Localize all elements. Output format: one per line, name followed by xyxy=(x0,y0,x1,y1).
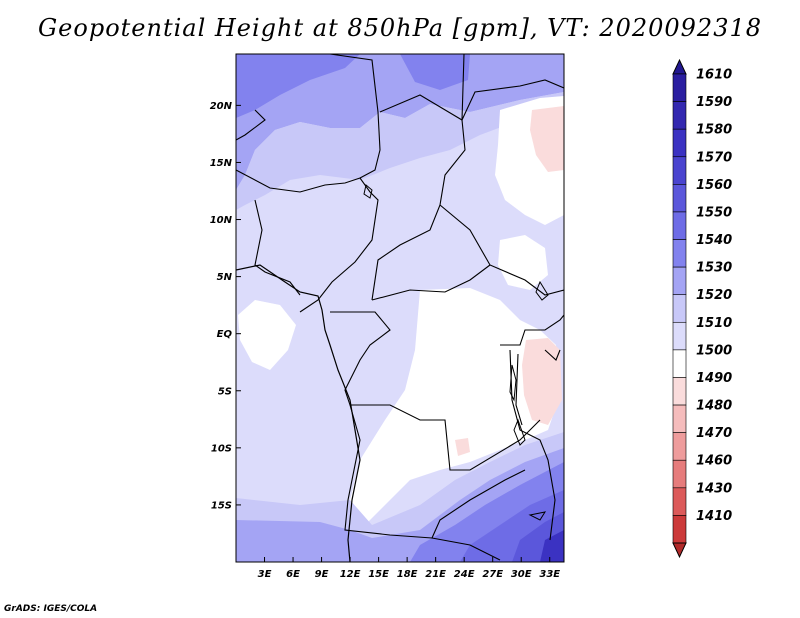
lat-tick-label: 15N xyxy=(210,158,233,169)
colorbar-swatch xyxy=(672,156,687,185)
colorbar-label: 1490 xyxy=(696,371,732,386)
lat-tick-label: 15S xyxy=(211,500,232,511)
lon-tick-label: 21E xyxy=(425,569,446,580)
colorbar-label: 1570 xyxy=(696,150,732,165)
colorbar-label: 1500 xyxy=(696,343,732,358)
coastline xyxy=(236,264,361,562)
colorbar-swatch xyxy=(672,515,687,544)
field-region-1550-northwest xyxy=(236,54,360,118)
lat-tick-label: 20N xyxy=(210,101,233,112)
colorbar-label: 1410 xyxy=(696,509,732,524)
colorbar-label: 1470 xyxy=(696,426,732,441)
colorbar-swatch xyxy=(672,432,687,461)
colorbar-label: 1580 xyxy=(696,123,732,138)
colorbar-swatch xyxy=(672,128,687,158)
field-region-1510-congo xyxy=(350,288,560,535)
lat-tick-label: 10N xyxy=(210,215,233,226)
country-borders xyxy=(236,54,564,561)
field-region-1500-small xyxy=(455,438,470,456)
lon-tick-label: 27E xyxy=(482,569,503,580)
colorbar-swatch xyxy=(672,321,687,351)
colorbar-swatch xyxy=(672,487,687,516)
field-region-1510-east xyxy=(498,235,548,290)
colorbar-swatch xyxy=(672,459,687,489)
colorbar-label: 1520 xyxy=(696,288,732,303)
colorbar-label: 1530 xyxy=(696,261,732,276)
lat-tick-label: EQ xyxy=(217,329,233,340)
map-title: Geopotential Height at 850hPa [gpm], VT:… xyxy=(38,14,762,42)
colorbar-label: 1510 xyxy=(696,316,732,331)
colorbar-label: 1560 xyxy=(696,178,732,193)
colorbar-label: 1480 xyxy=(696,399,732,414)
colorbar-swatch xyxy=(672,404,687,433)
lon-tick-label: 33E xyxy=(539,569,560,580)
map-area xyxy=(236,54,564,562)
lon-tick-label: 9E xyxy=(315,569,329,580)
field-region-1500-northeast xyxy=(530,106,564,172)
field-region-1530-sahel xyxy=(236,92,564,210)
lon-tick-label: 6E xyxy=(286,569,300,580)
colorbar-swatch xyxy=(672,101,687,130)
colorbar-label: 1610 xyxy=(696,68,732,83)
lon-tick-label: 30E xyxy=(511,569,532,580)
colorbar-swatch xyxy=(672,266,687,296)
lon-tick-label: 18E xyxy=(397,569,418,580)
colorbar-bottom-arrow xyxy=(672,542,687,559)
field-region-1580-southeast xyxy=(540,530,564,562)
colorbar-label: 1590 xyxy=(696,95,732,110)
colorbar-swatch xyxy=(672,349,687,378)
lat-tick-label: 5N xyxy=(217,272,233,283)
colorbar-swatch xyxy=(672,239,687,268)
field-region-1550-north xyxy=(400,54,470,90)
lon-tick-label: 15E xyxy=(368,569,389,580)
lon-tick-label: 3E xyxy=(258,569,272,580)
grads-credit: GrADS: IGES/COLA xyxy=(4,604,98,614)
map-frame xyxy=(235,53,565,563)
colorbar-swatch xyxy=(672,184,687,213)
colorbar-label: 1540 xyxy=(696,233,732,248)
field-region-1510-coast xyxy=(238,300,296,370)
lake-outlines xyxy=(363,184,549,521)
colorbar-top-arrow xyxy=(672,58,687,75)
latitude-axis: 20N 15N 10N 5N EQ 5S 10S 15S xyxy=(210,101,241,511)
colorbar-swatch xyxy=(672,211,687,240)
lat-tick-label: 5S xyxy=(218,386,232,397)
colorbar-swatch xyxy=(672,294,687,323)
colorbar-swatch xyxy=(672,73,687,102)
field-region-1500-lakes xyxy=(522,338,562,425)
lon-tick-label: 24E xyxy=(454,569,475,580)
colorbar: 1610 1590 1580 1570 1560 1550 1540 1530 1520 1510… xyxy=(672,58,732,559)
colorbar-swatch xyxy=(672,377,687,406)
lat-tick-label: 10S xyxy=(211,443,232,454)
lon-tick-label: 12E xyxy=(340,569,361,580)
longitude-axis: 3E 6E 9E 12E 15E 18E 21E 24E 27E 30E 33E xyxy=(258,557,560,580)
field-region-1540-north xyxy=(236,54,564,190)
colorbar-label: 1460 xyxy=(696,454,732,469)
colorbar-label: 1430 xyxy=(696,481,732,496)
colorbar-label: 1550 xyxy=(696,205,732,220)
